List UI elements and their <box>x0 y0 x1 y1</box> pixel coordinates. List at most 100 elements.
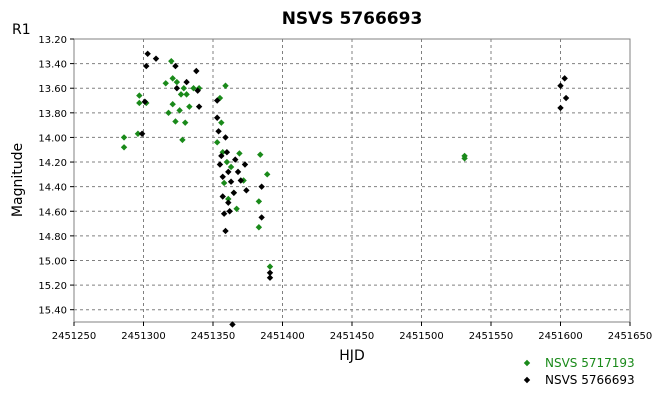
data-point <box>213 97 221 104</box>
data-point <box>562 94 570 102</box>
data-point <box>234 168 242 176</box>
x-axis-label: HJD <box>339 348 364 364</box>
legend-label: NSVS 5766693 <box>545 373 635 387</box>
data-point <box>255 224 263 231</box>
data-point <box>223 149 231 156</box>
data-point <box>229 321 236 328</box>
y-tick-label: 14.20 <box>38 158 67 169</box>
legend: NSVS 5717193 NSVS 5766693 <box>523 356 635 387</box>
data-point <box>243 187 250 194</box>
x-tick-label: 2451500 <box>399 331 444 342</box>
data-points <box>120 50 570 328</box>
data-point <box>144 50 151 57</box>
data-point <box>193 67 200 75</box>
data-point <box>258 183 265 190</box>
series-2 <box>138 50 570 328</box>
x-tick-label: 2451650 <box>608 331 653 342</box>
data-point <box>258 214 265 221</box>
data-point <box>162 80 169 87</box>
data-point <box>266 269 274 276</box>
data-point <box>176 107 183 114</box>
data-point <box>266 263 274 270</box>
chart-title: NSVS 5766693 <box>282 9 423 29</box>
y-tick-label: 14.00 <box>38 133 67 144</box>
data-point <box>138 130 146 137</box>
data-point <box>219 193 226 200</box>
data-point <box>172 62 179 70</box>
data-point <box>169 75 176 82</box>
x-tick-label: 2451450 <box>330 331 375 342</box>
data-point <box>186 103 193 110</box>
data-point <box>232 156 239 163</box>
data-point <box>220 210 228 217</box>
data-point <box>183 78 190 86</box>
data-point <box>143 62 150 70</box>
data-point <box>236 150 243 157</box>
data-point <box>561 75 568 82</box>
y-tick-label: 14.40 <box>38 183 67 194</box>
ticks: 2451250 2451300 2451350 2451400 2451450 24515… <box>38 35 652 342</box>
legend-marker <box>523 359 531 367</box>
y-axis-label: Magnitude <box>10 143 26 217</box>
x-tick-label: 2451350 <box>191 331 236 342</box>
data-point <box>136 92 143 99</box>
y-tick-label: 15.20 <box>38 281 67 292</box>
y-tick-label: 13.80 <box>38 109 67 120</box>
data-point <box>179 136 186 144</box>
data-point <box>225 168 232 176</box>
series-1 <box>120 57 468 270</box>
grid <box>74 39 630 322</box>
data-point <box>222 227 229 235</box>
data-point <box>227 178 235 185</box>
data-point <box>220 179 228 187</box>
y-tick-label: 15.00 <box>38 256 67 267</box>
data-point <box>180 85 188 92</box>
legend-label: NSVS 5717193 <box>545 356 635 370</box>
y-tick-label: 13.60 <box>38 84 67 95</box>
x-tick-label: 2451250 <box>52 331 97 342</box>
data-point <box>226 208 233 215</box>
data-point <box>141 98 149 105</box>
data-point <box>230 189 238 197</box>
data-point <box>215 128 222 135</box>
data-point <box>173 85 181 92</box>
data-point <box>168 57 175 65</box>
data-point <box>264 171 271 178</box>
data-point <box>182 119 189 126</box>
data-point <box>222 134 229 141</box>
data-point <box>219 173 226 181</box>
data-point <box>177 91 185 98</box>
y-tick-label: 13.40 <box>38 60 67 71</box>
data-point <box>169 101 176 108</box>
data-point <box>557 104 564 112</box>
data-point <box>195 103 203 110</box>
data-point <box>165 109 172 117</box>
data-point <box>257 151 264 158</box>
data-point <box>233 205 240 212</box>
data-point <box>223 158 231 166</box>
data-point <box>194 87 201 94</box>
data-point <box>461 155 468 162</box>
data-point <box>183 91 190 98</box>
data-point <box>213 114 221 121</box>
data-point <box>120 144 128 151</box>
data-point <box>218 152 225 160</box>
x-tick-label: 2451600 <box>538 331 583 342</box>
y-tick-label: 13.20 <box>38 35 67 46</box>
data-point <box>173 78 181 86</box>
data-point <box>241 161 249 168</box>
data-point <box>557 82 564 89</box>
data-point <box>237 177 244 184</box>
data-point <box>136 99 143 107</box>
data-point <box>222 82 229 89</box>
data-point <box>216 161 224 168</box>
data-point <box>225 199 232 206</box>
x-tick-label: 2451400 <box>260 331 305 342</box>
legend-marker <box>523 376 531 384</box>
data-point <box>190 85 197 92</box>
x-tick-label: 2451550 <box>469 331 514 342</box>
data-point <box>218 119 225 126</box>
data-point <box>134 130 142 137</box>
